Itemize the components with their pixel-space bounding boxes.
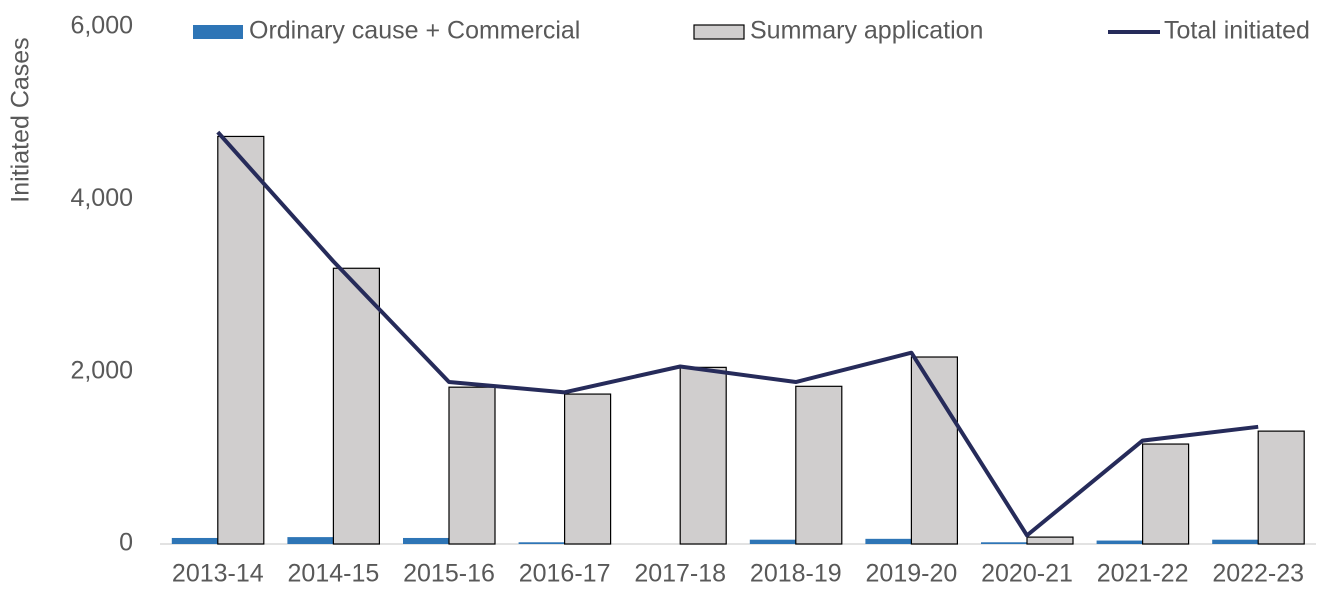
bar xyxy=(795,385,843,545)
bar xyxy=(1212,539,1259,544)
bar xyxy=(749,539,796,544)
bar xyxy=(865,538,912,544)
x-tick-label: 2015-16 xyxy=(403,560,495,588)
x-tick-label: 2020-21 xyxy=(981,560,1073,588)
legend-swatch xyxy=(193,25,243,39)
legend-label: Summary application xyxy=(750,17,983,45)
x-tick-label: 2019-20 xyxy=(866,560,958,588)
x-tick-label: 2017-18 xyxy=(634,560,726,588)
bar xyxy=(981,542,1027,544)
bar xyxy=(217,135,265,545)
bar xyxy=(1096,540,1143,544)
bar xyxy=(910,356,959,545)
line xyxy=(216,130,1259,538)
bar xyxy=(679,366,727,545)
x-tick-label: 2016-17 xyxy=(519,560,611,588)
y-tick-label: 4,000 xyxy=(70,184,133,212)
bar xyxy=(1141,443,1190,545)
x-tick-label: 2021-22 xyxy=(1097,560,1189,588)
bar xyxy=(448,386,496,545)
y-tick-label: 0 xyxy=(119,529,133,557)
bar xyxy=(332,267,380,545)
bar xyxy=(563,393,612,545)
bar xyxy=(287,537,334,544)
bar xyxy=(1026,536,1074,545)
bar xyxy=(1257,430,1305,545)
x-tick-label: 2022-23 xyxy=(1212,560,1304,588)
legend-label: Total initiated xyxy=(1164,17,1310,45)
y-tick-label: 2,000 xyxy=(70,356,133,384)
bar xyxy=(171,537,218,544)
y-tick-label: 6,000 xyxy=(70,12,133,40)
x-tick-label: 2013-14 xyxy=(172,560,264,588)
bar xyxy=(403,537,449,544)
y-axis-title: Initiated Cases xyxy=(7,37,35,202)
x-tick-label: 2014-15 xyxy=(288,560,380,588)
bar xyxy=(518,542,565,544)
legend-swatch xyxy=(693,24,745,40)
legend-label: Ordinary cause + Commercial xyxy=(249,17,580,45)
x-tick-label: 2018-19 xyxy=(750,560,842,588)
